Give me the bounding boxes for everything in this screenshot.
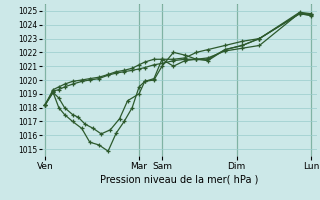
X-axis label: Pression niveau de la mer( hPa ): Pression niveau de la mer( hPa )	[100, 175, 258, 185]
